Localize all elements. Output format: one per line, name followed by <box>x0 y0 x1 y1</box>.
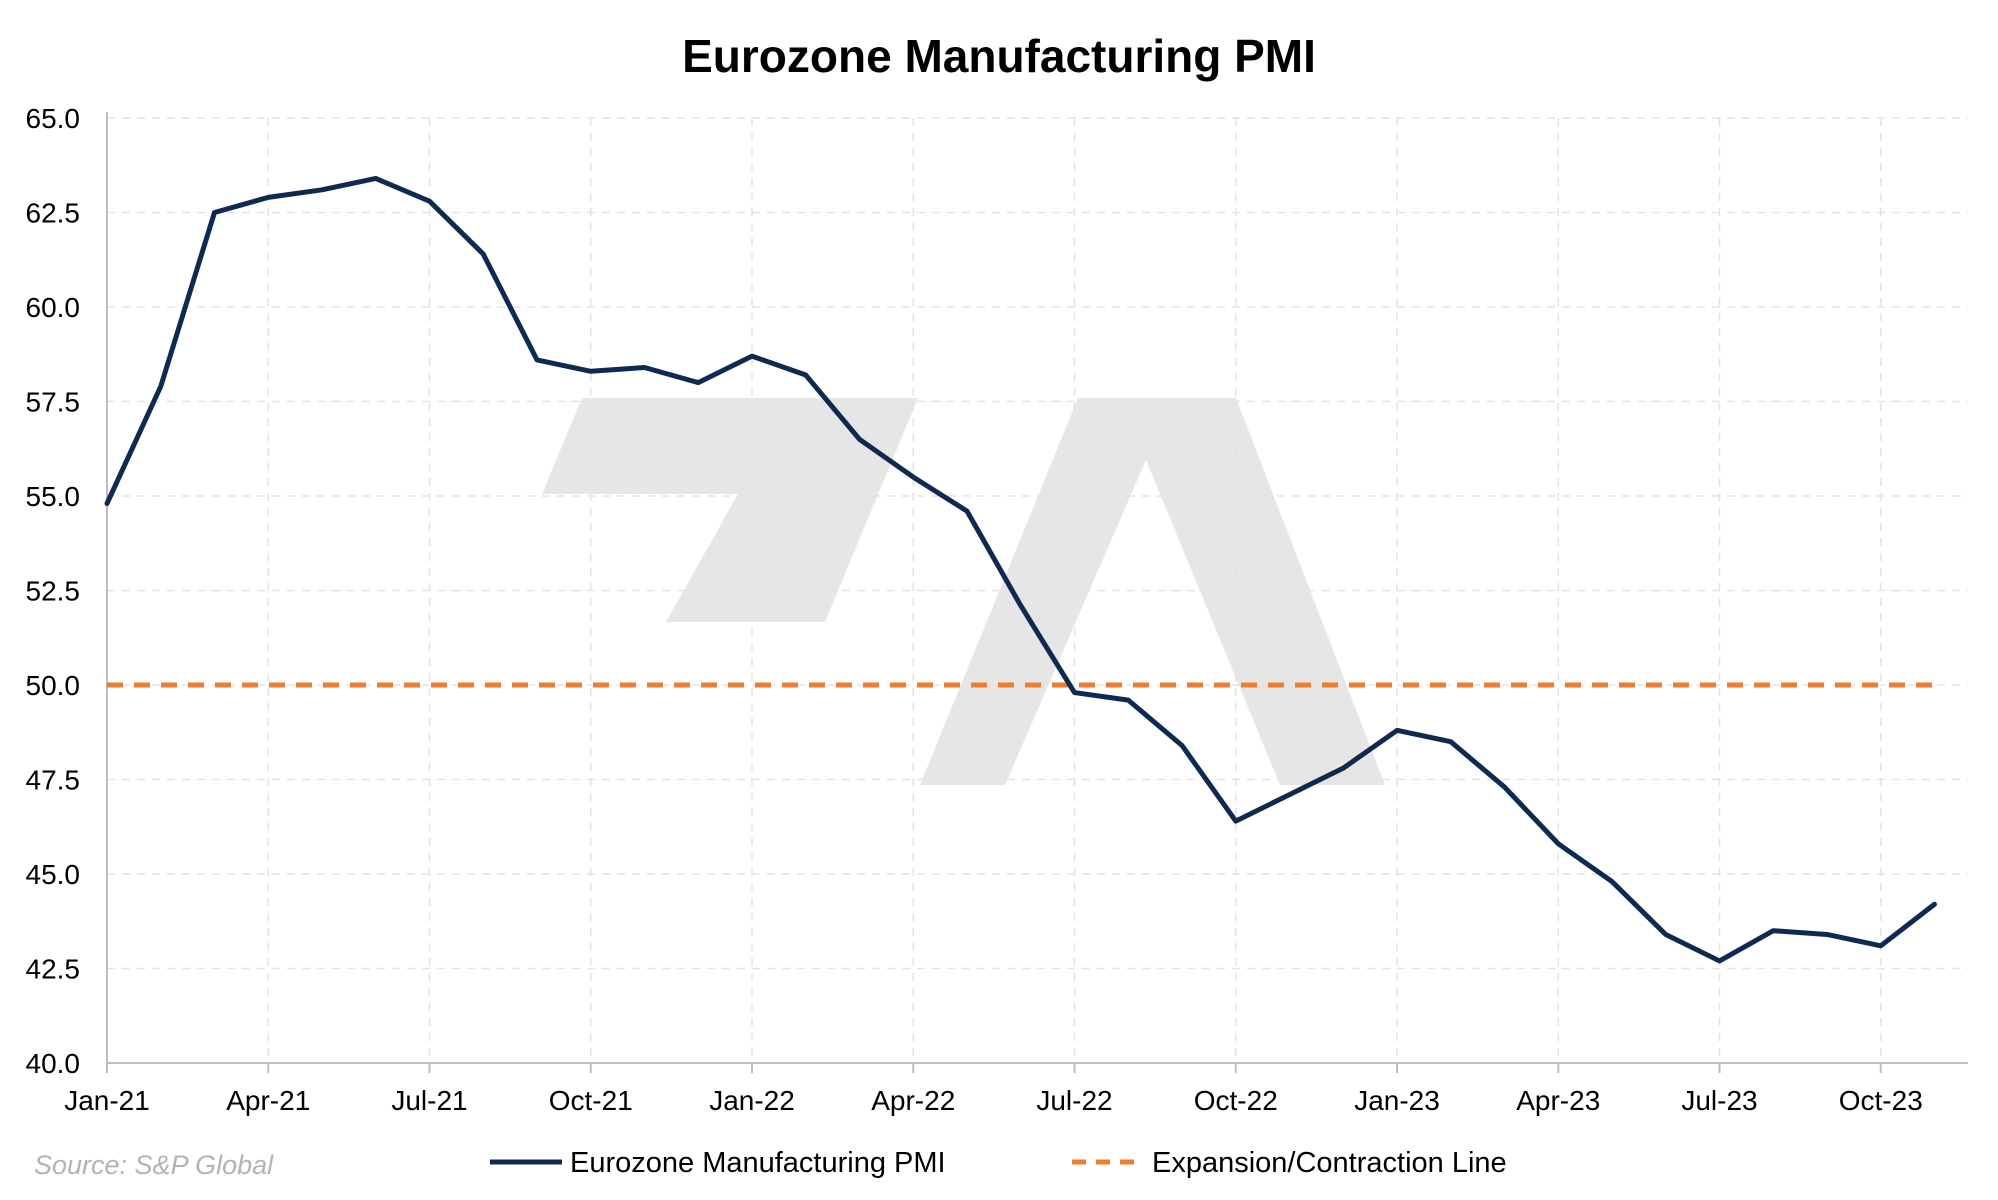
series-layer <box>104 175 1937 964</box>
x-tick-label: Jul-22 <box>1036 1085 1112 1116</box>
x-tick-label: Apr-22 <box>871 1085 955 1116</box>
x-tick-label: Oct-21 <box>549 1085 633 1116</box>
y-tick-label: 65.0 <box>26 103 81 134</box>
y-tick-label: 62.5 <box>26 198 81 229</box>
legend: Eurozone Manufacturing PMI Expansion/Con… <box>490 1147 1507 1179</box>
y-tick-label: 45.0 <box>26 859 81 890</box>
axis-layer <box>106 112 1968 1073</box>
y-tick-label: 52.5 <box>26 576 81 607</box>
source-note: Source: S&P Global <box>34 1150 274 1180</box>
legend-label-threshold: Expansion/Contraction Line <box>1152 1147 1507 1179</box>
y-tick-label: 42.5 <box>26 954 81 985</box>
y-tick-label: 55.0 <box>26 481 81 512</box>
y-tick-label: 57.5 <box>26 387 81 418</box>
x-axis-ticks: Jan-21 Apr-21 Jul-21 Oct-21 Jan-22 Apr-22 Jul-… <box>64 1085 1923 1116</box>
x-tick-label: Jan-22 <box>709 1085 795 1116</box>
x-tick-label: Jul-21 <box>391 1085 467 1116</box>
x-tick-label: Oct-23 <box>1839 1085 1923 1116</box>
y-axis-ticks: 40.0 42.5 45.0 47.5 50.0 52.5 55.0 57.5 60.0 62.5… <box>26 103 81 1079</box>
x-tick-label: Jan-23 <box>1354 1085 1440 1116</box>
y-tick-label: 60.0 <box>26 292 81 323</box>
watermark-logo <box>542 398 1385 785</box>
y-tick-label: 40.0 <box>26 1048 81 1079</box>
y-tick-label: 50.0 <box>26 670 81 701</box>
grid-layer <box>107 117 1968 1063</box>
x-tick-label: Jul-23 <box>1681 1085 1757 1116</box>
series-line-eurozone-pmi <box>104 175 1937 964</box>
chart-title: Eurozone Manufacturing PMI <box>682 30 1316 82</box>
x-tick-label: Apr-23 <box>1516 1085 1600 1116</box>
x-tick-label: Apr-21 <box>226 1085 310 1116</box>
x-tick-label: Oct-22 <box>1194 1085 1278 1116</box>
x-tick-label: Jan-21 <box>64 1085 150 1116</box>
y-tick-label: 47.5 <box>26 765 81 796</box>
legend-label-pmi: Eurozone Manufacturing PMI <box>570 1147 946 1179</box>
